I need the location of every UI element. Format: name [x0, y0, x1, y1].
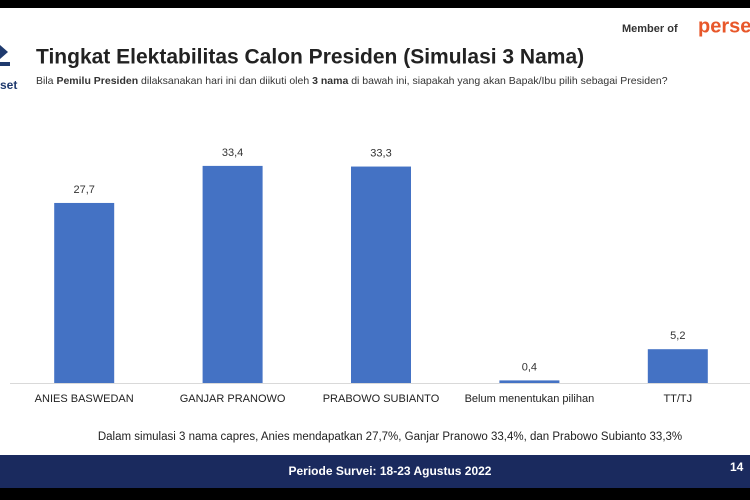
bar	[647, 349, 708, 383]
chart-subtitle: Bila Pemilu Presiden dilaksanakan hari i…	[36, 75, 668, 87]
x-tick-label: ANIES BASWEDAN	[35, 393, 134, 405]
member-of: Member of	[622, 23, 678, 35]
x-tick-label: Belum menentukan pilihan	[465, 393, 595, 405]
value-label: 33,4	[222, 147, 243, 159]
x-tick-label: PRABOWO SUBIANTO	[323, 393, 440, 405]
subtitle-part: di bawah ini, siapakah yang akan Bapak/I…	[348, 75, 667, 87]
value-label: 0,4	[522, 361, 537, 373]
chart-title: Tingkat Elektabilitas Calon Presiden (Si…	[36, 46, 584, 69]
footer-bar	[0, 455, 750, 488]
logo-icon	[0, 45, 10, 66]
value-label: 27,7	[73, 184, 94, 196]
x-tick-label: GANJAR PRANOWO	[180, 393, 286, 405]
subtitle-part: Pemilu Presiden	[56, 75, 138, 87]
page-number: 14	[730, 460, 744, 474]
bar	[202, 165, 263, 383]
logo-text: set	[0, 78, 17, 92]
bar	[499, 380, 560, 383]
member-logo: perse	[698, 15, 750, 37]
value-label: 33,3	[370, 147, 391, 159]
bar	[54, 202, 115, 383]
chart-note: Dalam simulasi 3 nama capres, Anies mend…	[98, 431, 682, 443]
plot: ANIES BASWEDAN 27,7 GANJAR PRANOWO 33,4 PRAB…	[35, 147, 708, 405]
value-label: 5,2	[670, 330, 685, 342]
bar	[351, 166, 411, 383]
subtitle-part: 3 nama	[312, 75, 348, 87]
subtitle-part: dilaksanakan hari ini dan diikuti oleh	[138, 75, 312, 87]
subtitle-part: Bila	[36, 75, 56, 87]
x-tick-label: TT/TJ	[663, 393, 692, 405]
survey-period: Periode Survei: 18-23 Agustus 2022	[289, 464, 492, 478]
